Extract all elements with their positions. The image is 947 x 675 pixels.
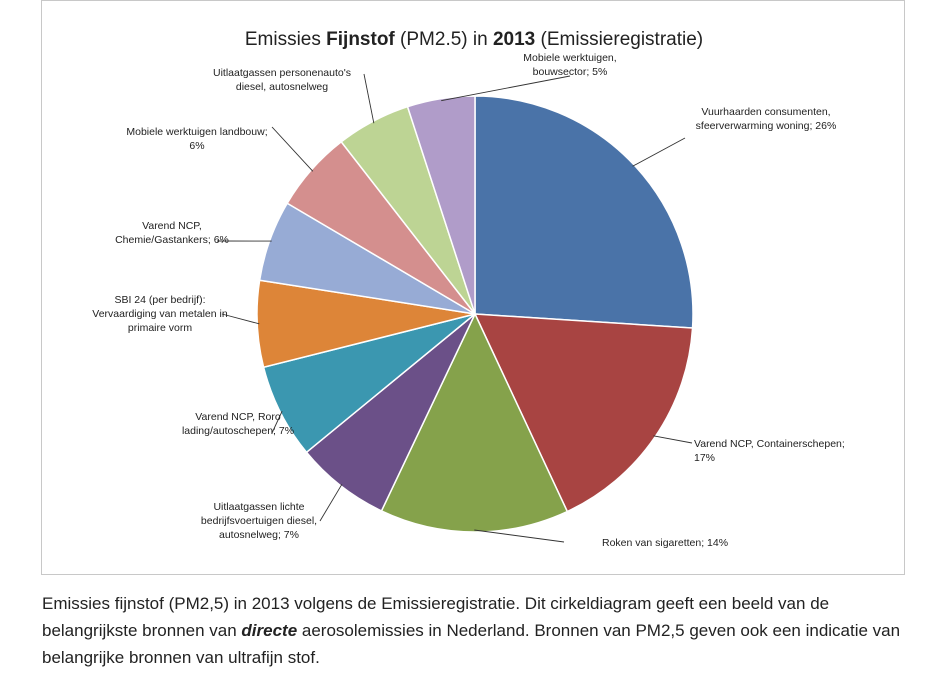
- slice-label: SBI 24 (per bedrijf): Vervaardiging van m…: [92, 294, 228, 334]
- chart-frame: Emissies Fijnstof (PM2.5) in 2013 (Emiss…: [41, 0, 905, 575]
- slice-label: Vuurhaarden consumenten, sfeerverwarming …: [696, 106, 837, 132]
- pie-chart: Emissies Fijnstof (PM2.5) in 2013 (Emiss…: [92, 29, 845, 549]
- chart-title-part: Emissies: [245, 29, 326, 50]
- pie-slice: [473, 313, 694, 513]
- chart-title: Emissies Fijnstof (PM2.5) in 2013 (Emiss…: [245, 29, 703, 50]
- caption-text-2: aerosolemissies in Nederland. Bronnen va…: [42, 621, 901, 667]
- leader-line: [441, 75, 571, 102]
- caption-emphasis: directe: [241, 621, 298, 640]
- slice-label: Varend NCP, Containerschepen; 17%: [694, 438, 845, 464]
- pie-slice: [406, 95, 476, 315]
- pie-slice: [474, 95, 694, 329]
- leader-line: [474, 529, 565, 543]
- figure-caption: Emissies fijnstof (PM2,5) in 2013 volgen…: [42, 590, 912, 671]
- leader-line: [221, 313, 260, 325]
- chart-title-part: 2013: [493, 29, 535, 50]
- pie-slice: [380, 312, 569, 533]
- leader-line: [363, 73, 375, 124]
- leader-line: [271, 411, 283, 434]
- slice-label: Roken van sigaretten; 14%: [602, 537, 728, 549]
- leader-line: [319, 483, 343, 522]
- slice-label: Varend NCP, Chemie/Gastankers; 6%: [115, 220, 229, 246]
- leader-line: [271, 126, 314, 172]
- slice-label: Uitlaatgassen lichte bedrijfsvoertuigen d…: [201, 501, 317, 541]
- slice-label: Mobiele werktuigen landbouw; 6%: [126, 126, 267, 152]
- slice-label: Uitlaatgassen personenauto's diesel, auto…: [213, 67, 351, 93]
- leader-line: [632, 137, 686, 167]
- slice-label: Mobiele werktuigen, bouwsector; 5%: [523, 52, 616, 78]
- chart-title-part: (PM2.5) in: [395, 29, 493, 50]
- slice-label: Varend NCP, Roro lading/autoschepen; 7%: [182, 411, 294, 437]
- chart-title-part: (Emissieregistratie): [535, 29, 703, 50]
- leader-line: [653, 435, 693, 444]
- chart-title-part: Fijnstof: [326, 29, 395, 50]
- caption-text-1: Emissies fijnstof (PM2,5) in 2013 volgen…: [42, 594, 830, 640]
